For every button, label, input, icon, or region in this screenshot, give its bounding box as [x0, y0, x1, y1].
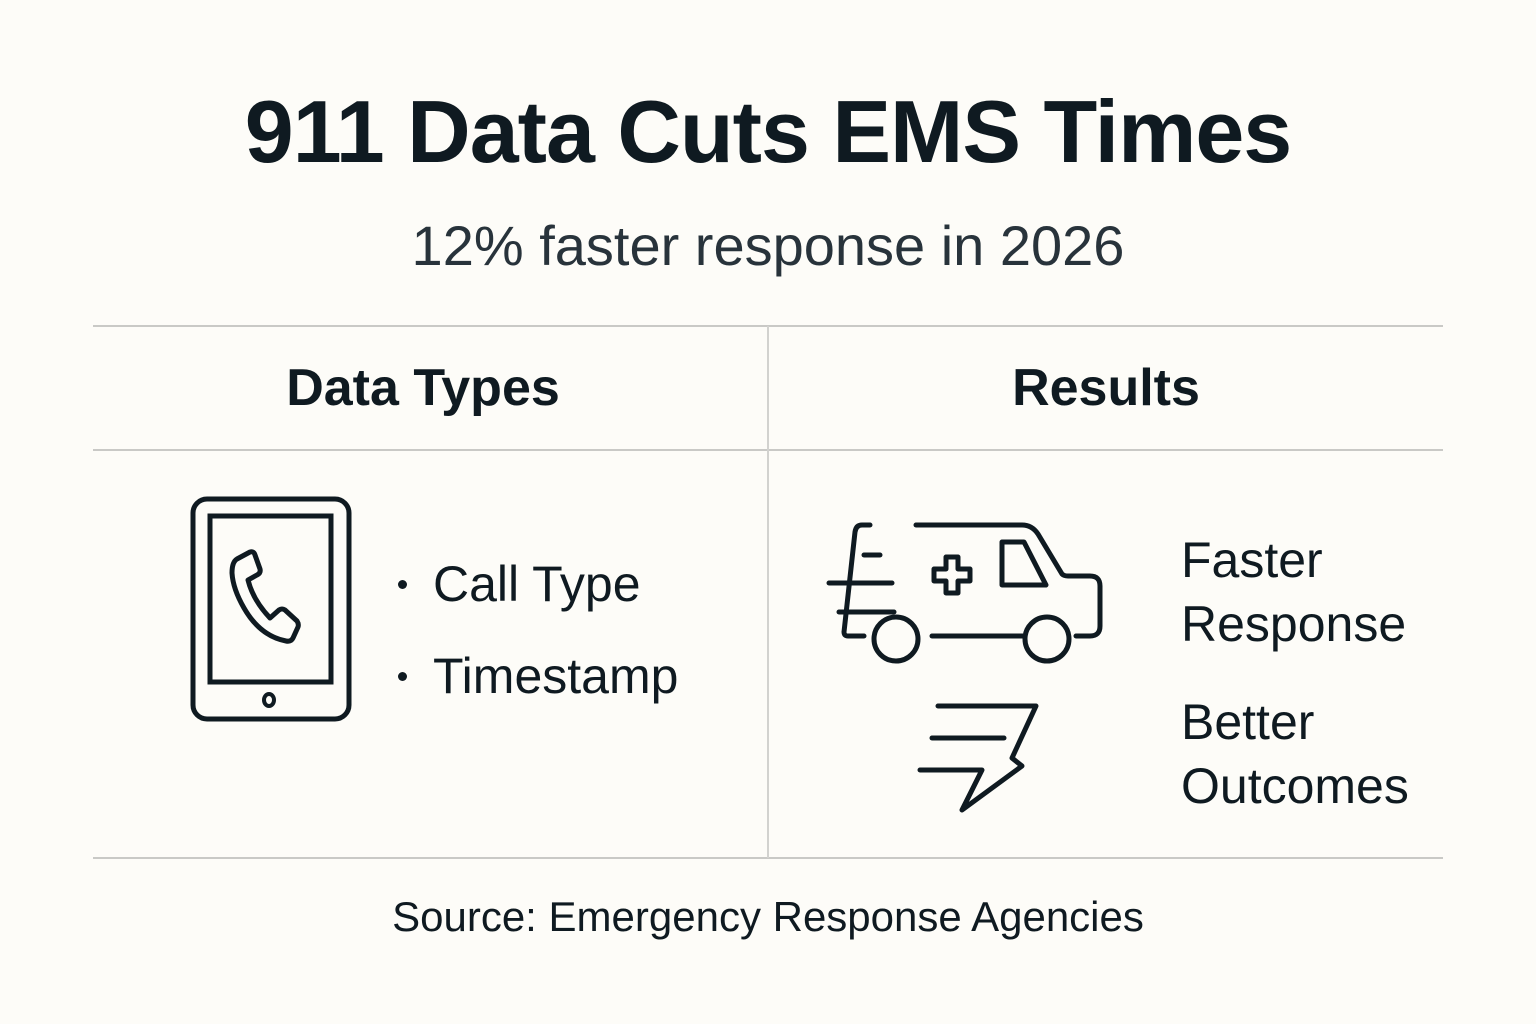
list-item: Timestamp	[392, 630, 678, 722]
data-types-list: Call Type Timestamp	[392, 538, 678, 722]
ambulance-icon	[826, 522, 1103, 664]
bullet-icon	[398, 579, 407, 589]
bullet-icon	[398, 671, 407, 681]
source-citation: Source: Emergency Response Agencies	[392, 893, 1144, 940]
page-title: 911 Data Cuts EMS Times	[244, 82, 1293, 181]
page-subtitle: 12% faster response in 2026	[411, 214, 1125, 277]
result-line: Response	[1181, 596, 1407, 652]
table-column-divider	[767, 326, 769, 858]
column-heading-results: Results	[1012, 359, 1200, 417]
result-line: Outcomes	[1181, 758, 1409, 814]
list-item-label: Call Type	[433, 556, 641, 612]
result-faster-response: Faster Response	[1181, 528, 1406, 656]
table-bottom-divider	[93, 857, 1443, 859]
result-line: Faster	[1181, 532, 1323, 588]
tablet-phone-icon	[190, 496, 352, 722]
result-line: Better	[1181, 694, 1315, 750]
result-better-outcomes: Better Outcomes	[1181, 690, 1409, 818]
column-heading-data-types: Data Types	[286, 359, 560, 417]
list-item-label: Timestamp	[433, 648, 679, 704]
list-item: Call Type	[392, 538, 678, 630]
lightning-speed-icon	[917, 703, 1039, 813]
